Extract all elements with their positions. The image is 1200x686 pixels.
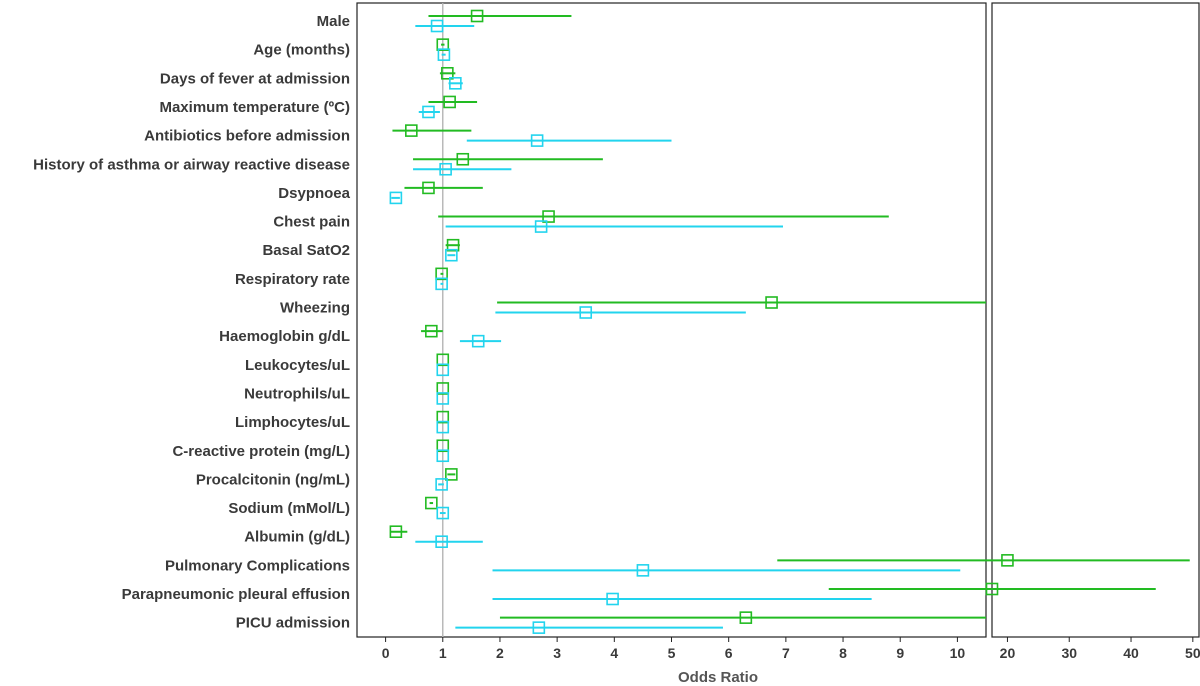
variable-labels: Male Age (months) Days of fever at admissi… bbox=[33, 13, 350, 632]
odds-ratio-point bbox=[446, 238, 460, 252]
odds-ratio-point bbox=[436, 392, 450, 405]
variable-label: Dsypnoea bbox=[278, 185, 350, 202]
odds-ratio-point bbox=[389, 191, 403, 205]
variable-label: Male bbox=[317, 13, 350, 30]
variable-label: Limphocytes/uL bbox=[235, 414, 350, 431]
variable-label: Pulmonary Complications bbox=[165, 557, 350, 574]
variable-label: Sodium (mMol/L) bbox=[228, 500, 350, 517]
variable-label: PICU admission bbox=[236, 615, 350, 632]
x-tick-label: 6 bbox=[725, 645, 733, 661]
x-tick-label: 8 bbox=[839, 645, 847, 661]
x-tick-label: 3 bbox=[553, 645, 561, 661]
variable-label: Procalcitonin (ng/mL) bbox=[196, 471, 350, 488]
odds-ratio-point bbox=[542, 210, 555, 223]
odds-ratio-point bbox=[443, 95, 456, 109]
odds-ratio-point bbox=[436, 506, 450, 520]
variable-label: Age (months) bbox=[253, 42, 350, 59]
odds-ratio-point bbox=[985, 582, 999, 596]
odds-ratio-point bbox=[436, 382, 450, 395]
variable-label: Maximum temperature (ºC) bbox=[159, 99, 350, 116]
variable-label: Neutrophils/uL bbox=[244, 385, 350, 402]
odds-ratio-point bbox=[425, 496, 438, 510]
odds-ratio-point bbox=[579, 306, 593, 319]
odds-ratio-point bbox=[430, 19, 444, 33]
odds-ratio-point bbox=[436, 420, 450, 434]
odds-ratio-point bbox=[405, 124, 418, 137]
odds-ratio-point bbox=[436, 410, 450, 424]
odds-ratio-point bbox=[425, 324, 438, 338]
odds-ratio-point bbox=[435, 535, 448, 549]
odds-ratio-point bbox=[439, 162, 452, 176]
variable-label: C-reactive protein (mg/L) bbox=[172, 443, 350, 460]
odds-ratio-point bbox=[441, 67, 454, 80]
right-panel bbox=[991, 2, 1200, 638]
right-panel-frame bbox=[991, 2, 1200, 638]
odds-ratio-point bbox=[470, 9, 484, 23]
odds-ratio-point bbox=[739, 611, 753, 624]
x-tick-label: 30 bbox=[1061, 645, 1077, 661]
variable-label: Basal SatO2 bbox=[262, 242, 350, 259]
variable-label: Leukocytes/uL bbox=[245, 357, 350, 374]
odds-ratio-point bbox=[606, 592, 619, 606]
odds-ratio-point bbox=[532, 621, 546, 634]
x-axis-ticks: 0 1 2 3 4 5 6 7 8 9 10 20 30 40 50 bbox=[382, 637, 1200, 661]
odds-ratio-point bbox=[422, 105, 435, 119]
odds-ratio-point bbox=[436, 449, 450, 463]
odds-ratio-point bbox=[436, 38, 450, 51]
odds-ratio-point bbox=[445, 248, 458, 262]
x-tick-label: 1 bbox=[439, 645, 447, 661]
x-tick-label: 2 bbox=[496, 645, 504, 661]
odds-ratio-point bbox=[435, 277, 448, 291]
variable-label: Respiratory rate bbox=[235, 271, 350, 288]
odds-ratio-marks bbox=[389, 9, 1190, 634]
odds-ratio-point bbox=[435, 267, 448, 281]
odds-ratio-point bbox=[445, 468, 458, 481]
x-tick-label: 7 bbox=[782, 645, 790, 661]
odds-ratio-point bbox=[534, 220, 548, 233]
odds-ratio-point bbox=[449, 77, 462, 90]
x-tick-label: 40 bbox=[1123, 645, 1139, 661]
x-tick-label: 20 bbox=[1000, 645, 1016, 661]
variable-label: Parapneumonic pleural effusion bbox=[122, 586, 350, 603]
odds-ratio-point bbox=[437, 48, 451, 61]
odds-ratio-point bbox=[456, 152, 470, 166]
odds-ratio-point bbox=[530, 134, 544, 147]
x-axis-title: Odds Ratio bbox=[678, 669, 758, 686]
variable-label: History of asthma or airway reactive dis… bbox=[33, 156, 350, 173]
x-tick-label: 0 bbox=[382, 645, 390, 661]
x-tick-label: 5 bbox=[668, 645, 676, 661]
odds-ratio-point bbox=[435, 478, 448, 491]
odds-ratio-point bbox=[436, 363, 450, 377]
x-tick-label: 10 bbox=[950, 645, 966, 661]
odds-ratio-point bbox=[636, 564, 650, 577]
odds-ratio-point bbox=[471, 334, 485, 348]
variable-label: Antibiotics before admission bbox=[144, 128, 350, 145]
variable-label: Days of fever at admission bbox=[160, 70, 350, 87]
odds-ratio-point bbox=[436, 439, 450, 453]
variable-label: Chest pain bbox=[273, 214, 350, 231]
variable-label: Albumin (g/dL) bbox=[244, 529, 350, 546]
odds-ratio-point bbox=[436, 353, 450, 367]
odds-ratio-point bbox=[765, 296, 778, 309]
odds-ratio-point bbox=[422, 181, 435, 195]
x-tick-label: 50 bbox=[1185, 645, 1200, 661]
x-tick-label: 4 bbox=[610, 645, 618, 661]
variable-label: Haemoglobin g/dL bbox=[219, 328, 350, 345]
odds-ratio-point bbox=[389, 525, 403, 539]
odds-ratio-point bbox=[1001, 554, 1014, 567]
variable-label: Wheezing bbox=[280, 300, 350, 317]
x-tick-label: 9 bbox=[896, 645, 904, 661]
